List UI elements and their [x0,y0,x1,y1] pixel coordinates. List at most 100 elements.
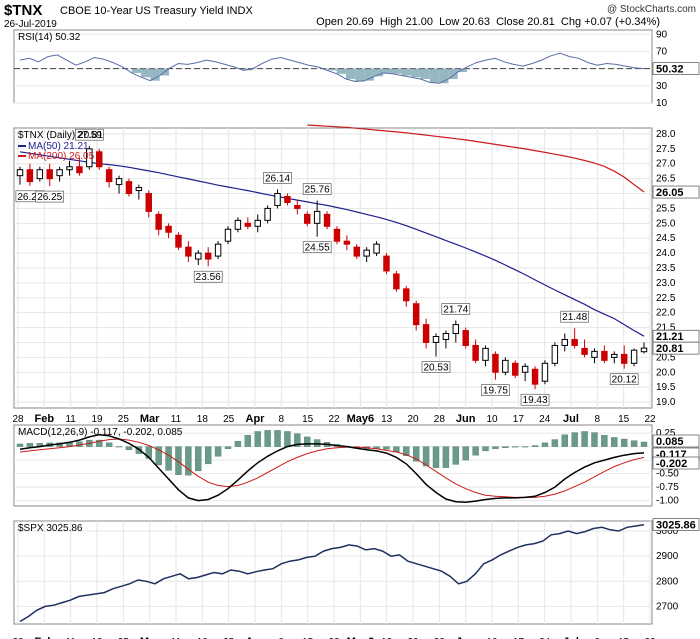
x-tick-label: 11 [171,414,182,425]
price-y-tick: 27.5 [656,144,676,155]
candle-body [234,219,242,230]
x-tick-label: 24 [539,637,551,639]
x-tick-label: 11 [171,637,182,639]
rsi-last-value-box [652,62,700,75]
price-annotation-box [421,361,451,373]
price-legend: $TNX (Daily) 20.81 [18,130,103,141]
price-annotation-box [35,190,65,203]
x-tick-label: 11 [65,637,76,639]
candle-body [323,213,331,227]
candle-body [313,210,321,224]
macd-signal-last-value-box [652,456,700,470]
candle-body [422,324,430,343]
rsi-legend: RSI(14) 50.32 [18,32,81,43]
x-tick-label: 13 [381,414,393,425]
candle-body [561,338,568,346]
candle-body [363,249,370,257]
spx-line [19,524,645,623]
x-tick-label: Apr [246,413,266,425]
x-tick-label: 22 [644,637,656,639]
macd-histogram-bar [551,439,559,447]
rsi-oversold-fill [383,68,393,73]
macd-histogram-bar [204,446,212,465]
price-annotation: 26.26 [17,192,42,203]
macd-histogram-bar [274,430,281,447]
price-annotation: 21.48 [562,312,587,323]
macd-histogram-bar [313,439,321,447]
price-annotation: 26.25 [37,192,62,203]
panel-frame-spx [13,520,653,625]
candle-body [284,196,291,203]
macd-histogram-bar [591,432,598,447]
x-tick-label: 22 [328,637,340,639]
macd-histogram-bar [422,446,430,467]
x-tick-label: 8 [279,414,285,425]
macd-y-tick: -0.75 [656,482,679,493]
macd-histogram-bar [155,446,162,466]
candle-body [244,222,252,227]
price-annotation: 19.43 [523,395,548,406]
x-tick-label: Mar [140,413,160,425]
macd-histogram-bar [452,446,460,465]
price-annotation-box [560,310,589,323]
macd-hist-last-value: 0.085 [656,436,684,448]
rsi-oversold-fill [439,68,449,84]
candle-body [26,169,34,183]
candle-body [383,255,390,272]
macd-legend: MACD(12,26,9) -0.117, -0.202, 0.085 [18,427,183,438]
macd-y-tick: -1.00 [656,496,679,507]
rsi-oversold-fill [457,68,468,73]
close-label: Close [496,16,525,28]
price-y-tick: 24.5 [656,233,676,244]
candle-body [224,228,232,242]
candle-body [204,252,212,260]
price-y-tick: 27.0 [656,159,676,170]
x-tick-label: 20 [407,637,419,639]
high-label: High [379,16,403,28]
candle-body [274,193,281,206]
ma50-last-value: 21.21 [656,331,684,343]
candle-body [86,148,93,168]
candle-body [165,225,172,233]
price-y-tick: 20.0 [656,367,676,378]
price-last-value-box [652,341,700,355]
rsi-oversold-fill [429,68,440,83]
price-last-value: 20.81 [656,343,684,355]
low-value: 20.63 [462,16,490,28]
macd-histogram-bar [412,446,420,462]
x-tick-label: May6 [347,413,375,425]
candle-body [105,169,113,183]
price-y-tick: 25.5 [656,203,676,214]
ma200-last-value-box [652,185,700,199]
x-tick-label: 28 [434,414,446,425]
x-tick-label: 17 [513,414,525,425]
rsi-oversold-fill [345,68,356,79]
rsi-oversold-fill [420,68,430,79]
macd-histogram-bar [16,443,24,447]
macd-histogram-bar [125,446,133,451]
macd-histogram-bar [254,431,261,447]
candle-body [611,353,618,358]
candle-body [254,219,261,227]
x-tick-label: 8 [595,414,601,425]
x-tick-label: 15 [618,414,630,425]
macd-histogram-bar [264,430,271,447]
price-annotation-box [609,373,639,385]
macd-histogram-bar [195,446,202,472]
rsi-oversold-fill [327,68,337,71]
candle-body [412,303,420,326]
x-tick-label: 22 [328,414,340,425]
x-tick-label: May6 [347,636,375,639]
macd-histogram-bar [541,442,549,447]
candle-body [521,365,529,373]
macd-histogram-bar [432,446,440,468]
candle-body [462,330,469,346]
watermark: @ StockCharts.com [606,4,696,15]
price-y-tick: 19.0 [656,397,676,408]
ma200-last-value: 26.05 [656,187,684,199]
x-tick-label: 20 [407,414,419,425]
x-tick-label: 25 [223,414,235,425]
x-tick-label: 19 [91,414,103,425]
macd-histogram-bar [630,440,638,447]
rsi-oversold-fill [336,68,346,74]
